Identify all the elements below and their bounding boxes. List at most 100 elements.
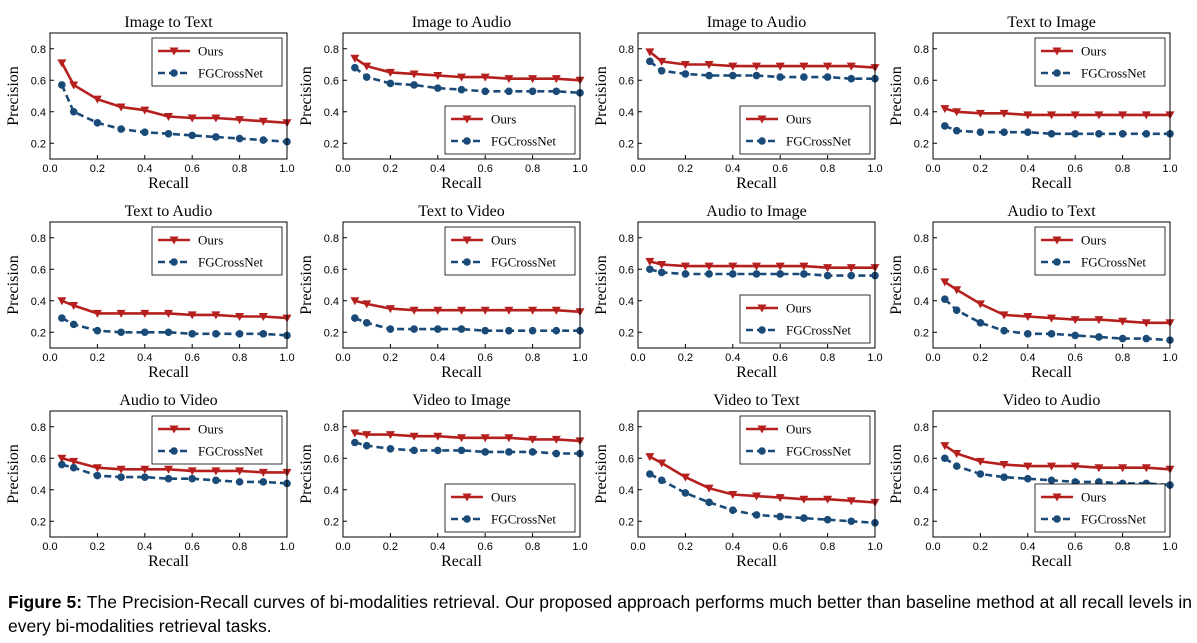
- data-point: [235, 313, 245, 321]
- data-point: [705, 71, 713, 80]
- x-tick-label: 1.0: [572, 163, 587, 175]
- data-point: [141, 473, 149, 481]
- x-axis-label: Recall: [441, 175, 482, 192]
- data-point: [69, 81, 79, 90]
- data-point: [1047, 462, 1056, 471]
- legend-marker: [758, 326, 766, 334]
- legend-marker: [170, 447, 178, 455]
- x-axis-label: Recall: [441, 364, 482, 381]
- subplot-title: Image to Text: [124, 14, 213, 31]
- data-point: [117, 125, 125, 133]
- data-point: [505, 326, 513, 335]
- x-tick-label: 0.4: [725, 352, 740, 364]
- data-point: [259, 478, 268, 486]
- data-point: [141, 128, 149, 137]
- data-point: [1118, 317, 1128, 326]
- figure-caption: Figure 5: The Precision-Recall curves of…: [8, 590, 1192, 638]
- data-point: [211, 467, 221, 476]
- data-point: [187, 114, 197, 123]
- series-line: [354, 441, 580, 455]
- x-tick-label: 0.4: [1020, 541, 1035, 553]
- x-tick-label: 1.0: [1162, 352, 1177, 364]
- x-tick-label: 0.6: [478, 163, 493, 175]
- x-tick-label: 0.2: [383, 352, 398, 364]
- data-point: [1047, 130, 1056, 138]
- data-point: [551, 306, 561, 315]
- data-point: [776, 270, 784, 278]
- data-point: [1071, 130, 1079, 138]
- legend-label: FGCrossNet: [491, 134, 556, 149]
- data-point: [1118, 464, 1128, 473]
- data-point: [164, 474, 173, 483]
- y-tick-label: 0.2: [914, 327, 929, 339]
- data-point: [433, 432, 443, 441]
- subplot: Audio to Video 0.2 0.4 0.6 0.8 0.0 0.2 0.4 0.6 0.…: [5, 392, 295, 570]
- legend-box: [151, 226, 283, 276]
- x-axis-label: Recall: [148, 364, 189, 381]
- legend-box: [1034, 226, 1166, 276]
- x-tick-label: 0.4: [430, 352, 445, 364]
- data-point: [259, 330, 268, 338]
- legend: Ours FGCrossNet: [739, 105, 871, 155]
- y-tick-label: 0.6: [31, 264, 46, 276]
- x-tick-label: 0.4: [725, 541, 740, 553]
- data-point: [552, 449, 561, 458]
- subplot-title: Image to Audio: [412, 14, 512, 31]
- data-point: [552, 87, 561, 96]
- data-point: [680, 262, 690, 271]
- data-point: [350, 429, 360, 438]
- data-point: [93, 118, 102, 127]
- data-point: [728, 262, 738, 271]
- series-line: [61, 299, 288, 320]
- data-point: [681, 270, 690, 278]
- y-tick-label: 0.8: [914, 233, 929, 245]
- x-axis-label: Recall: [1031, 175, 1072, 192]
- data-point: [58, 81, 66, 89]
- legend-marker: [169, 425, 179, 434]
- data-point: [657, 268, 666, 277]
- data-point: [847, 271, 856, 280]
- legend-marker: [170, 258, 178, 266]
- data-point: [823, 264, 833, 273]
- data-point: [847, 74, 856, 83]
- data-point: [1023, 313, 1033, 321]
- data-point: [657, 459, 667, 468]
- data-point: [1095, 333, 1103, 341]
- precision-recall-figure: Image to Text 0.2 0.4 0.6 0.8 0.0 0.2 0.4 0.6 0.8…: [5, 14, 1178, 570]
- x-tick-label: 0.0: [335, 163, 350, 175]
- data-point: [433, 306, 443, 315]
- legend-label: FGCrossNet: [198, 444, 263, 459]
- data-point: [1094, 111, 1104, 120]
- y-tick-label: 0.6: [619, 453, 634, 465]
- x-tick-label: 0.4: [430, 541, 445, 553]
- data-point: [1142, 334, 1151, 343]
- data-point: [645, 257, 655, 266]
- data-point: [433, 72, 443, 81]
- data-point: [975, 300, 985, 309]
- data-point: [188, 330, 196, 338]
- legend-marker: [463, 515, 471, 523]
- legend-marker: [463, 258, 471, 266]
- data-point: [952, 286, 962, 295]
- data-point: [1141, 464, 1151, 473]
- data-point: [1047, 330, 1056, 338]
- legend-marker: [1052, 493, 1062, 502]
- x-tick-label: 0.2: [383, 541, 398, 553]
- x-tick-label: 1.0: [867, 352, 882, 364]
- data-point: [504, 434, 514, 443]
- data-point: [505, 87, 513, 96]
- legend-label: Ours: [491, 112, 516, 127]
- y-axis-label: Precision: [888, 66, 905, 126]
- data-point: [941, 295, 949, 303]
- data-point: [258, 313, 268, 321]
- legend-box: [1034, 483, 1166, 533]
- data-point: [1141, 111, 1151, 120]
- x-tick-label: 0.6: [773, 163, 788, 175]
- x-tick-label: 1.0: [572, 352, 587, 364]
- y-axis-label: Precision: [298, 255, 315, 315]
- data-point: [728, 490, 738, 499]
- data-point: [941, 454, 949, 463]
- data-point: [504, 75, 514, 84]
- x-axis-label: Recall: [736, 553, 777, 570]
- data-point: [93, 471, 102, 480]
